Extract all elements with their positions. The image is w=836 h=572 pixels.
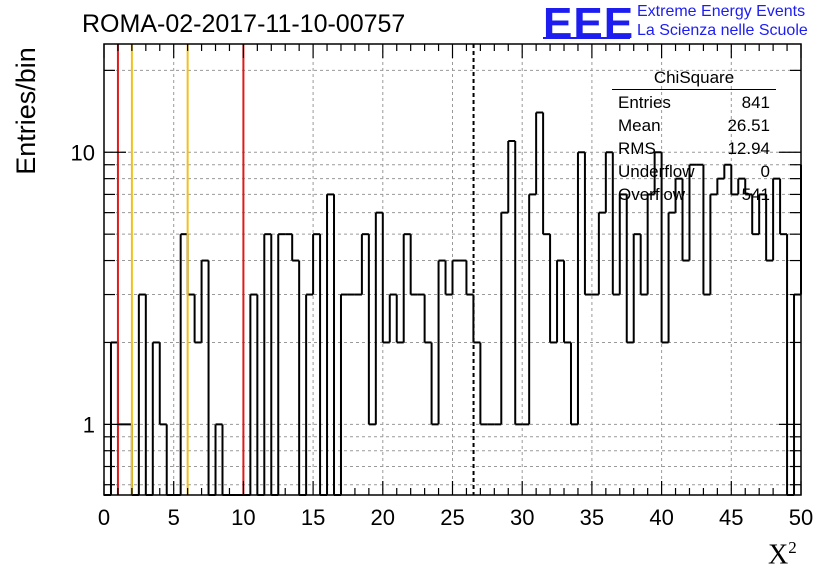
x-tick-label: 50 xyxy=(789,505,813,530)
y-tick-label: 10 xyxy=(71,140,95,165)
x-axis-label: X2 xyxy=(768,538,797,571)
x-tick-label: 35 xyxy=(580,505,604,530)
stats-title: ChiSquare xyxy=(612,68,776,90)
stats-label: Entries xyxy=(618,93,671,112)
stats-label: Mean xyxy=(618,116,661,135)
eee-logo-line1: Extreme Energy Events xyxy=(637,3,806,20)
stats-row-entries: Entries 841 xyxy=(612,91,776,114)
stats-row-overflow: Overflow 541 xyxy=(612,183,776,206)
stats-value: 0 xyxy=(760,162,770,181)
y-tick-label: 1 xyxy=(83,412,95,437)
x-tick-label: 30 xyxy=(510,505,534,530)
x-tick-label: 25 xyxy=(440,505,464,530)
stats-label: Overflow xyxy=(618,185,686,204)
x-tick-label: 40 xyxy=(649,505,673,530)
stats-label: Underflow xyxy=(618,162,695,181)
x-tick-label: 10 xyxy=(231,505,255,530)
x-tick-label: 5 xyxy=(168,505,180,530)
x-tick-label: 0 xyxy=(98,505,110,530)
stats-value: 541 xyxy=(741,185,770,204)
stats-row-underflow: Underflow 0 xyxy=(612,160,776,183)
stats-value: 841 xyxy=(741,93,770,112)
stats-row-mean: Mean 26.51 xyxy=(612,114,776,137)
x-tick-label: 20 xyxy=(371,505,395,530)
stats-label: RMS xyxy=(618,139,656,158)
run-title: ROMA-02-2017-11-10-00757 xyxy=(82,10,406,38)
x-tick-label: 15 xyxy=(301,505,325,530)
stats-value: 26.51 xyxy=(727,116,770,135)
stats-box: ChiSquare Entries 841 Mean 26.51 RMS 12.… xyxy=(612,68,776,206)
y-axis-label: Entries/bin xyxy=(11,47,41,175)
x-tick-label: 45 xyxy=(719,505,743,530)
eee-logo-mark: EEE xyxy=(543,0,635,48)
stats-value: 12.94 xyxy=(727,139,770,158)
eee-logo-line2: La Scienza nelle Scuole xyxy=(637,22,808,39)
stats-row-rms: RMS 12.94 xyxy=(612,137,776,160)
